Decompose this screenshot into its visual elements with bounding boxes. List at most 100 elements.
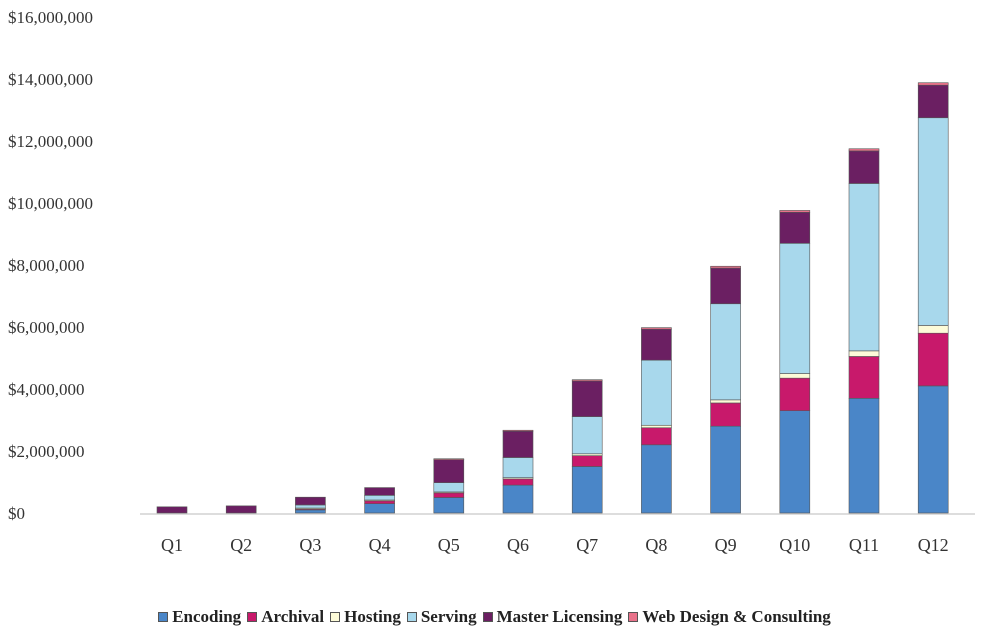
bar-segment-web-design-consulting-q9 <box>710 265 741 269</box>
bar-stack-q3 <box>295 496 326 514</box>
legend-item: Encoding <box>158 607 241 627</box>
legend-item: Serving <box>406 607 477 627</box>
legend: Encoding Archival Hosting Serving Master Lic… <box>0 607 989 627</box>
bar-segment-serving-q7 <box>571 416 603 455</box>
x-tick-label: Q5 <box>438 535 460 555</box>
bar-stack-q1 <box>156 506 188 514</box>
x-axis: Q1 Q2 Q3 Q4 Q5 Q6 Q7 Q8 Q9 Q10 Q11 Q12 <box>161 535 949 555</box>
bar-stack-q6 <box>502 429 534 514</box>
bar-segment-master-licensing-q6 <box>502 430 534 458</box>
y-tick-label: $16,000,000 <box>8 8 93 27</box>
bar-segment-encoding-q3 <box>295 509 326 514</box>
y-tick-label: $12,000,000 <box>8 132 93 151</box>
bar-segment-encoding-q11 <box>848 397 880 514</box>
bar-segment-master-licensing-q12 <box>917 84 949 119</box>
y-tick-label: $8,000,000 <box>8 256 85 275</box>
legend-item: Master Licensing <box>482 607 623 627</box>
bar-segment-encoding-q8 <box>641 444 672 514</box>
legend-label: Encoding <box>172 607 242 626</box>
bar-segment-web-design-consulting-q11 <box>848 148 880 152</box>
bar-stack-q7 <box>571 379 603 514</box>
legend-item: Hosting <box>330 607 401 627</box>
x-tick-label: Q4 <box>369 535 391 555</box>
bar-segment-archival-q11 <box>848 356 880 399</box>
y-tick-label: $0 <box>8 504 25 523</box>
bar-segment-archival-q9 <box>710 402 741 427</box>
bar-segment-master-licensing-q8 <box>641 328 672 361</box>
x-tick-label: Q3 <box>299 535 321 555</box>
bar-segment-web-design-consulting-q5 <box>433 458 465 461</box>
bar-segment-master-licensing-q5 <box>433 459 465 483</box>
bar-segment-encoding-q10 <box>779 410 811 514</box>
bar-segment-archival-q5 <box>433 492 465 498</box>
bar-segment-serving-q8 <box>641 359 672 426</box>
bar-stack-q9 <box>710 265 741 514</box>
bar-stack-q2 <box>225 505 257 514</box>
bar-segment-encoding-q12 <box>917 385 949 514</box>
bar-segment-web-design-consulting-q10 <box>779 210 811 213</box>
legend-label: Master Licensing <box>496 607 623 626</box>
legend-label: Hosting <box>344 607 401 626</box>
y-tick-label: $14,000,000 <box>8 70 93 89</box>
bar-segment-hosting-q10 <box>779 373 811 379</box>
x-tick-label: Q9 <box>715 535 737 555</box>
bar-segment-archival-q12 <box>917 332 949 387</box>
bar-stack-q10 <box>779 210 811 514</box>
stacked-bar-chart: $0 $2,000,000 $4,000,000 $6,000,000 $8,000,0… <box>8 8 975 555</box>
legend-swatch <box>247 612 258 622</box>
bar-stack-q4 <box>364 487 395 514</box>
x-tick-label: Q7 <box>576 535 598 555</box>
y-tick-label: $4,000,000 <box>8 380 85 399</box>
x-tick-label: Q11 <box>849 535 879 555</box>
bar-segment-master-licensing-q2 <box>225 505 257 514</box>
legend-swatch <box>406 612 417 622</box>
bar-segment-encoding-q6 <box>502 484 534 514</box>
bar-segment-serving-q10 <box>779 243 811 374</box>
bar-segment-archival-q7 <box>571 455 603 467</box>
legend-swatch <box>628 612 639 622</box>
y-tick-label: $10,000,000 <box>8 194 93 213</box>
x-tick-label: Q1 <box>161 535 183 555</box>
bar-segment-master-licensing-q10 <box>779 212 811 244</box>
bar-segment-serving-q3 <box>295 504 326 509</box>
bar-segment-web-design-consulting-q6 <box>502 429 534 432</box>
y-axis: $0 $2,000,000 $4,000,000 $6,000,000 $8,000,0… <box>8 8 975 523</box>
legend-swatch <box>158 612 169 622</box>
bar-segment-serving-q4 <box>364 495 395 501</box>
legend-label: Archival <box>261 607 325 626</box>
bar-segment-encoding-q7 <box>571 466 603 514</box>
legend-label: Web Design & Consulting <box>642 607 831 626</box>
bar-segment-encoding-q5 <box>433 497 465 514</box>
bar-segment-serving-q5 <box>433 482 465 493</box>
bar-segment-archival-q10 <box>779 377 811 411</box>
bar-stack-q8 <box>641 327 672 514</box>
bar-segment-serving-q9 <box>710 303 741 401</box>
bar-segment-encoding-q4 <box>364 503 395 514</box>
bar-segment-hosting-q12 <box>917 325 949 334</box>
bar-segment-master-licensing-q9 <box>710 267 741 305</box>
bar-segment-hosting-q9 <box>710 399 741 404</box>
bar-stack-q5 <box>433 458 465 514</box>
legend-swatch <box>482 612 493 622</box>
legend-swatch <box>330 612 341 622</box>
bar-segment-master-licensing-q4 <box>364 487 395 496</box>
bar-segment-serving-q6 <box>502 457 534 478</box>
bar-segment-master-licensing-q1 <box>156 506 188 514</box>
bars <box>156 82 949 514</box>
bar-stack-q12 <box>917 82 949 514</box>
x-tick-label: Q2 <box>230 535 252 555</box>
bar-segment-master-licensing-q7 <box>571 380 603 417</box>
x-tick-label: Q6 <box>507 535 529 555</box>
y-tick-label: $2,000,000 <box>8 442 85 461</box>
bar-segment-web-design-consulting-q7 <box>571 379 603 382</box>
bar-segment-web-design-consulting-q12 <box>917 82 949 86</box>
bar-segment-hosting-q8 <box>641 424 672 429</box>
legend-label: Serving <box>420 607 477 626</box>
legend-item: Archival <box>247 607 324 627</box>
bar-segment-master-licensing-q3 <box>295 496 326 506</box>
bar-segment-web-design-consulting-q8 <box>641 327 672 330</box>
x-tick-label: Q12 <box>918 535 949 555</box>
legend-item: Web Design & Consulting <box>628 607 831 627</box>
x-tick-label: Q8 <box>645 535 667 555</box>
bar-segment-encoding-q9 <box>710 425 741 514</box>
